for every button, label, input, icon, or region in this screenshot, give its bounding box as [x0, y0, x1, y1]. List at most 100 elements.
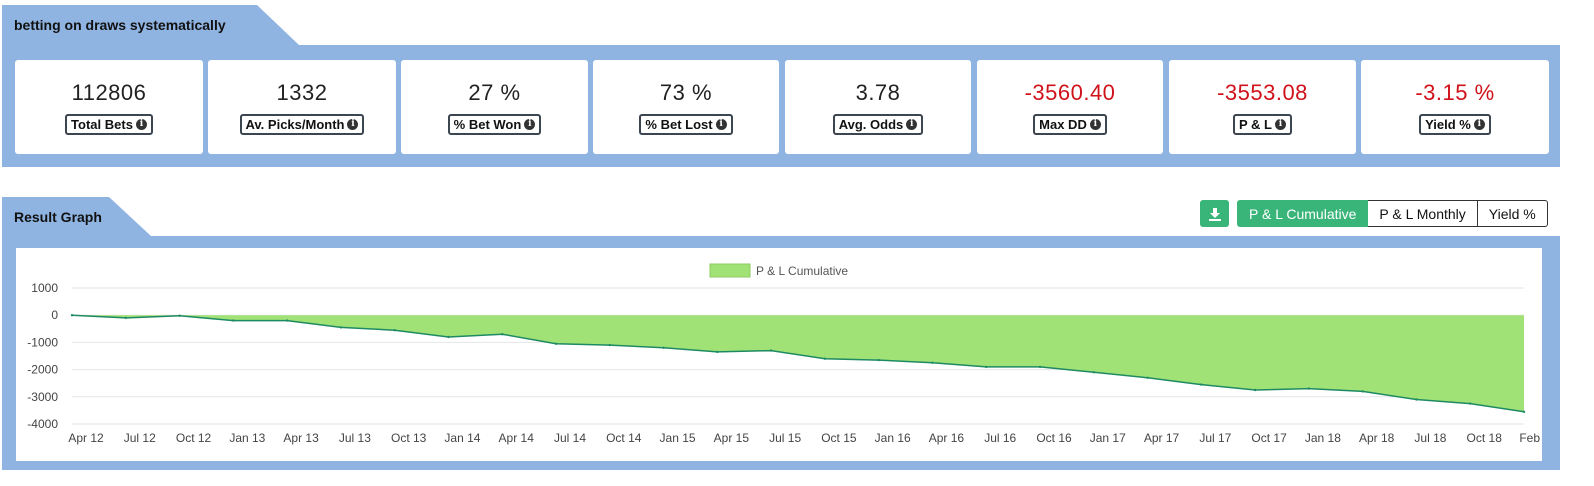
stat-label-badge[interactable]: Yield % i: [1419, 114, 1491, 135]
legend-label: P & L Cumulative: [756, 264, 848, 278]
tab-yield[interactable]: Yield %: [1477, 200, 1548, 227]
legend-swatch: [709, 263, 751, 278]
data-point: [1522, 410, 1526, 413]
data-point: [70, 314, 74, 317]
data-point: [877, 358, 880, 362]
strategy-title-tab: betting on draws systematically: [2, 5, 299, 45]
download-button[interactable]: [1200, 200, 1229, 227]
stat-label-badge[interactable]: Total Bets i: [65, 114, 153, 135]
data-point: [1038, 365, 1042, 369]
x-tick-label: Apr 17: [1144, 431, 1180, 445]
x-tick-label: Jan 15: [660, 431, 696, 445]
stat-card: 27 % % Bet Won i: [401, 60, 588, 154]
x-tick-label: Jul 12: [124, 431, 156, 445]
stat-label-badge[interactable]: Av. Picks/Month i: [239, 114, 365, 135]
x-tick-label: Jul 17: [1199, 431, 1231, 445]
stat-value: -3560.40: [1024, 80, 1116, 105]
graph-toolbar: P & L Cumulative P & L Monthly Yield %: [1200, 200, 1548, 227]
x-tick-label: Oct 14: [606, 431, 642, 445]
x-tick-label: Apr 15: [714, 431, 750, 445]
x-tick-label: Apr 12: [68, 431, 104, 445]
stat-card: 112806 Total Bets i: [15, 60, 203, 154]
data-point: [178, 314, 181, 317]
data-point: [393, 329, 396, 332]
info-icon[interactable]: i: [524, 119, 536, 130]
data-point: [1200, 383, 1203, 386]
x-tick-label: Oct 16: [1036, 431, 1072, 445]
data-point: [1415, 398, 1418, 401]
data-point: [124, 316, 128, 320]
stat-value: -3553.08: [1217, 80, 1308, 105]
data-point: [931, 361, 934, 364]
series-line: [71, 314, 1525, 413]
x-tick-label: Jan 17: [1090, 431, 1126, 445]
stat-value: 73 %: [659, 80, 713, 105]
stats-panel: 112806 Total Bets i 1332 Av. Picks/Month i 27 …: [2, 45, 1560, 167]
data-point: [501, 333, 504, 336]
x-tick-label: Oct 17: [1251, 431, 1287, 445]
data-point: [1361, 390, 1364, 393]
data-point: [985, 365, 988, 369]
strategy-title: betting on draws systematically: [14, 17, 226, 33]
data-point: [232, 319, 235, 322]
stat-value: 3.78: [855, 80, 901, 105]
tab-pl-monthly[interactable]: P & L Monthly: [1368, 200, 1478, 227]
x-tick-label: Oct 18: [1467, 431, 1503, 445]
graph-type-switch: P & L Cumulative P & L Monthly Yield %: [1237, 200, 1548, 227]
stat-label-badge[interactable]: % Bet Lost i: [639, 114, 733, 135]
stat-label: P & L: [1239, 117, 1272, 132]
graph-panel: P & L Cumulative 1000 0 -1000 -2000 -3000 -400…: [2, 236, 1560, 470]
info-icon[interactable]: i: [1089, 119, 1101, 130]
info-icon[interactable]: i: [1275, 119, 1286, 130]
stat-value: -3.15 %: [1415, 80, 1495, 105]
stat-label: Max DD: [1039, 117, 1087, 132]
data-point: [554, 342, 558, 345]
stat-label: % Bet Won: [453, 117, 522, 132]
stat-value: 27 %: [468, 80, 521, 105]
x-tick-label: Jan 13: [229, 431, 265, 445]
data-point: [823, 357, 827, 360]
y-tick-label: 0: [51, 308, 58, 322]
x-tick-label: Jul 15: [769, 431, 801, 445]
data-point: [1307, 387, 1311, 390]
stat-card: 3.78 Avg. Odds i: [785, 60, 971, 154]
info-icon[interactable]: i: [715, 119, 727, 130]
stat-value: 1332: [276, 80, 328, 105]
data-point: [285, 319, 289, 322]
x-tick-label: Jan 16: [875, 431, 911, 445]
x-tick-label: Apr 14: [499, 431, 535, 445]
stat-label-badge[interactable]: % Bet Won i: [447, 114, 542, 135]
y-tick-label: 1000: [31, 281, 58, 295]
stat-label: Avg. Odds: [838, 117, 904, 132]
x-tick-label: Apr 13: [283, 431, 319, 445]
area-fill: [72, 315, 1524, 412]
x-tick-label: Jan 14: [444, 431, 480, 445]
stat-value: 112806: [71, 80, 147, 105]
tab-pl-cumulative[interactable]: P & L Cumulative: [1237, 200, 1369, 227]
info-icon[interactable]: i: [1473, 119, 1485, 130]
stat-label-badge[interactable]: Avg. Odds i: [832, 114, 924, 135]
info-icon[interactable]: i: [906, 119, 918, 130]
x-tick-label: Jul 16: [984, 431, 1016, 445]
x-tick-label: Jan 18: [1305, 431, 1341, 445]
x-tick-label: Oct 15: [821, 431, 857, 445]
info-icon[interactable]: i: [135, 119, 147, 130]
x-tick-label: Feb 19: [1519, 431, 1542, 445]
stat-card: 1332 Av. Picks/Month i: [208, 60, 396, 154]
pl-cumulative-chart: P & L Cumulative 1000 0 -1000 -2000 -3000 -400…: [27, 263, 1542, 445]
data-point: [1092, 371, 1096, 374]
result-graph-title: Result Graph: [14, 208, 102, 225]
data-point: [769, 349, 773, 352]
stat-label-badge[interactable]: Max DD i: [1033, 114, 1107, 135]
y-tick-label: -2000: [27, 363, 58, 377]
stat-card: -3.15 % Yield % i: [1361, 60, 1549, 154]
x-tick-label: Apr 16: [929, 431, 965, 445]
stat-label: Av. Picks/Month: [245, 117, 345, 132]
x-tick-label: Jul 14: [554, 431, 586, 445]
data-point: [447, 335, 450, 339]
stat-label: Yield %: [1425, 117, 1471, 132]
x-tick-label: Jul 18: [1414, 431, 1446, 445]
info-icon[interactable]: i: [347, 119, 359, 130]
